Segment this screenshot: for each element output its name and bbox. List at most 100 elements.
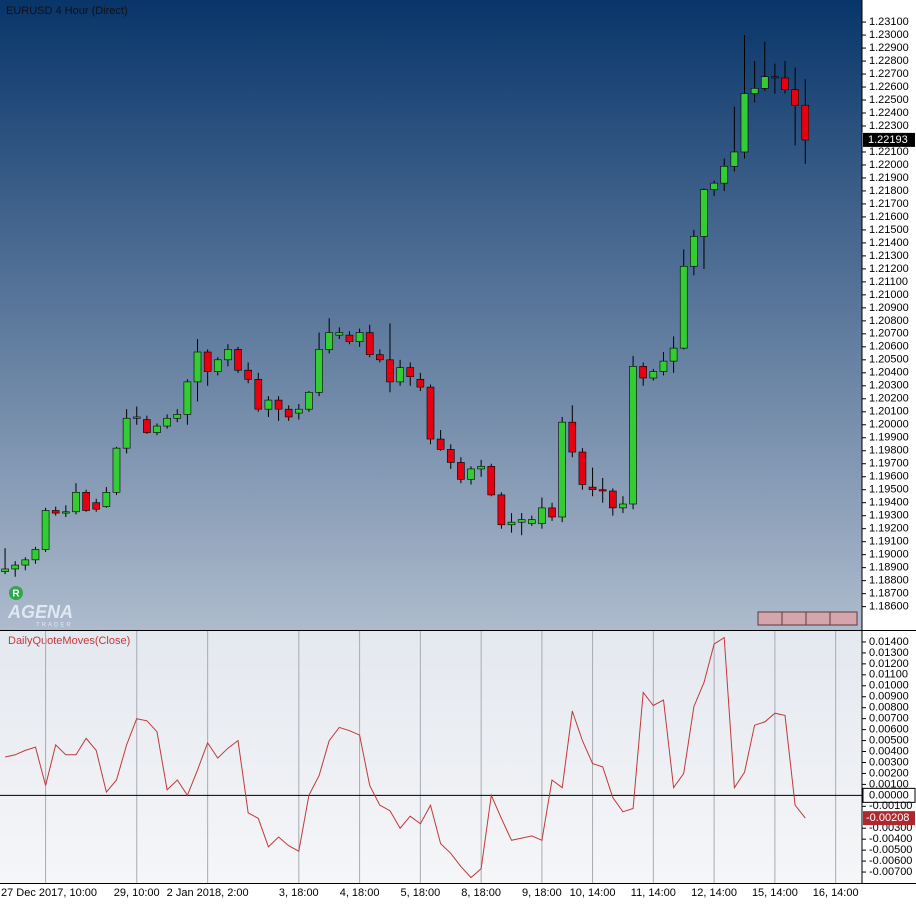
last-price-label: 1.22193 xyxy=(868,134,908,146)
y-tick-label: 0.00400 xyxy=(869,745,909,757)
candle-body xyxy=(760,76,769,89)
y-tick-label: 1.20200 xyxy=(869,393,909,405)
y-tick-label: 1.19000 xyxy=(869,549,909,561)
logo-text: AGENA xyxy=(7,602,73,622)
candle-body xyxy=(31,549,40,561)
y-tick-label: 0.00600 xyxy=(869,724,909,736)
chart-title: EURUSD 4 Hour (Direct) xyxy=(6,5,128,17)
candle-body xyxy=(193,351,202,383)
candle-body xyxy=(365,332,374,355)
y-tick-label: 1.21500 xyxy=(869,224,909,236)
candle-body xyxy=(224,349,232,361)
candle-body xyxy=(376,354,384,361)
candle-body xyxy=(335,332,344,336)
candle-body xyxy=(122,417,131,449)
y-tick-label: 0.00800 xyxy=(869,702,909,714)
candle-body xyxy=(315,349,323,393)
candle-body xyxy=(51,510,60,514)
x-tick-label: 3, 18:00 xyxy=(279,887,319,899)
candle-body xyxy=(21,559,30,566)
y-tick-label: 1.18800 xyxy=(869,575,909,587)
x-tick-label: 9, 18:00 xyxy=(522,887,562,899)
candle-body xyxy=(446,449,455,463)
y-tick-label: -0.00400 xyxy=(869,833,912,845)
y-tick-label: 1.19700 xyxy=(869,458,909,470)
x-tick-label: 15, 14:00 xyxy=(752,887,798,899)
candle-body xyxy=(203,351,212,372)
y-tick-label: 1.20500 xyxy=(869,354,909,366)
candle-body xyxy=(132,416,141,419)
y-tick-label: 1.20600 xyxy=(869,341,909,353)
candle-body xyxy=(659,360,668,372)
candle-body xyxy=(416,378,425,388)
x-tick-label: 16, 14:00 xyxy=(813,887,859,899)
y-tick-label: 1.22900 xyxy=(869,42,909,54)
indicator-line xyxy=(4,636,806,879)
candle-body xyxy=(295,408,303,414)
last-value-box xyxy=(863,811,915,826)
zero-box xyxy=(862,787,916,803)
y-tick-label: -0.00500 xyxy=(869,844,912,856)
y-tick-label: 1.21700 xyxy=(869,198,909,210)
last-price-box xyxy=(863,132,915,147)
x-tick-label: 5, 18:00 xyxy=(400,887,440,899)
candle-body xyxy=(112,447,121,493)
logo-tagline: TRADER xyxy=(36,623,73,629)
candle-body xyxy=(254,378,263,410)
candle-body xyxy=(720,165,729,184)
candle-body xyxy=(619,503,627,509)
y-tick-label: -0.00100 xyxy=(869,800,912,812)
candle-body xyxy=(386,359,394,383)
candle-body xyxy=(507,521,516,526)
y-tick-label: 1.19100 xyxy=(869,536,909,548)
y-tick-label: 1.21600 xyxy=(869,211,909,223)
last-value-label: -0.00208 xyxy=(866,812,909,824)
badge xyxy=(9,586,23,600)
candle-body xyxy=(143,419,151,433)
candle-body xyxy=(487,466,496,496)
y-tick-label: 1.18700 xyxy=(869,588,909,600)
candle-body xyxy=(730,151,739,167)
logo: R AGENA TRADER xyxy=(7,586,73,629)
candle-body xyxy=(690,236,698,267)
y-tick-label: 1.20100 xyxy=(869,406,909,418)
y-tick-label: 1.19800 xyxy=(869,445,909,457)
status-boxes xyxy=(757,611,858,626)
candle-body xyxy=(305,391,313,410)
candle-body xyxy=(1,568,9,572)
candle-body xyxy=(41,510,50,550)
y-tick-label: 0.00200 xyxy=(869,767,909,779)
y-tick-label: 1.21200 xyxy=(869,263,909,275)
y-tick-label: 1.18900 xyxy=(869,562,909,574)
candle-body xyxy=(62,511,70,514)
y-tick-label: 1.22500 xyxy=(869,94,909,106)
y-tick-label: 1.19500 xyxy=(869,484,909,496)
y-tick-label: 0.01300 xyxy=(869,647,909,659)
y-tick-label: 0.00100 xyxy=(869,778,909,790)
y-tick-label: 1.20800 xyxy=(869,315,909,327)
candle-body xyxy=(355,332,364,342)
candle-body xyxy=(750,88,759,94)
y-tick-label: 1.21800 xyxy=(869,185,909,197)
candle-body xyxy=(102,492,111,507)
y-tick-label: 1.22100 xyxy=(869,146,909,158)
candle-body xyxy=(406,367,415,378)
candle-body xyxy=(345,334,354,342)
candle-body xyxy=(183,381,192,415)
badge-text: R xyxy=(12,589,20,600)
candle-body xyxy=(801,104,810,141)
candle-body xyxy=(781,77,789,90)
x-tick-label: 8, 18:00 xyxy=(461,887,501,899)
candle-body xyxy=(558,421,566,518)
y-tick-label: 1.22400 xyxy=(869,107,909,119)
candle-body xyxy=(710,182,718,190)
y-tick-label: 1.22000 xyxy=(869,159,909,171)
y-tick-label: 1.19200 xyxy=(869,523,909,535)
y-tick-label: 1.20400 xyxy=(869,367,909,379)
y-tick-label: 0.01200 xyxy=(869,658,909,670)
candle-body xyxy=(538,507,546,524)
candle-body xyxy=(11,564,19,570)
candle-body xyxy=(548,507,556,518)
candle-body xyxy=(578,451,587,485)
